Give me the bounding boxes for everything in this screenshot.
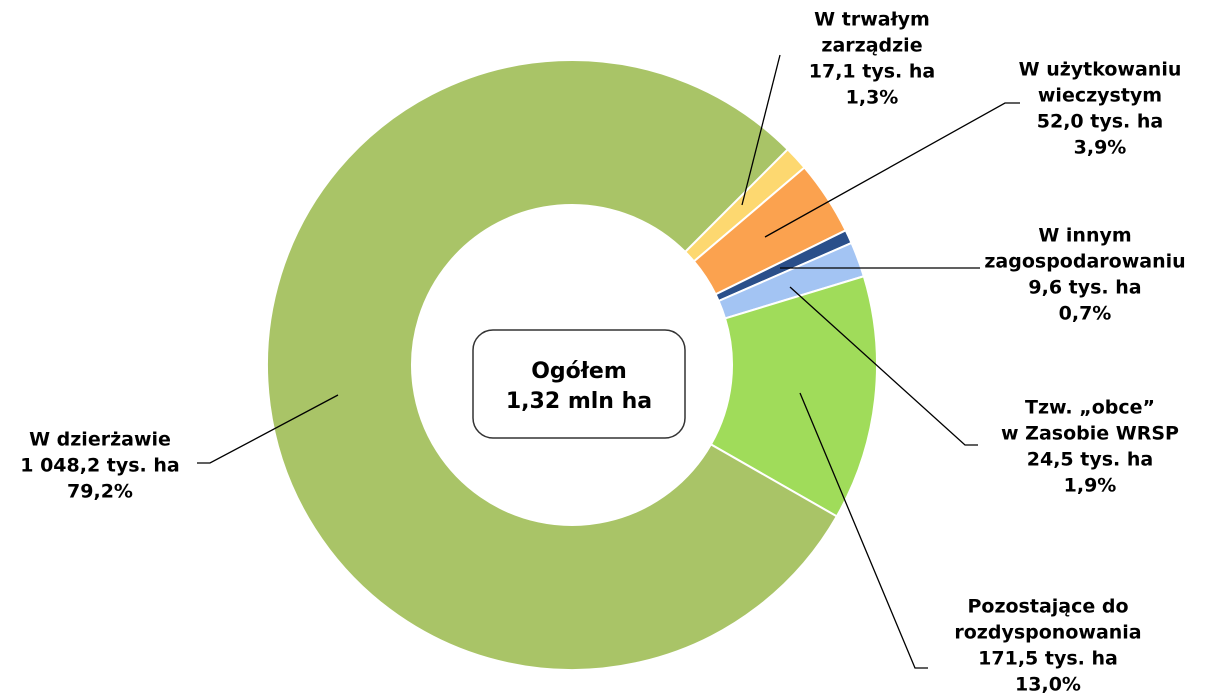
slice-label: rozdysponowania (954, 622, 1141, 644)
percent-label: 1,3% (846, 87, 899, 109)
slice-label: Pozostające do (967, 596, 1128, 618)
slice-label: W trwałym (814, 9, 930, 31)
percent-label: 13,0% (1015, 674, 1081, 693)
value-label: 24,5 tys. ha (1027, 449, 1153, 471)
leader-line (789, 286, 978, 446)
slice-label: Tzw. „obce” (1025, 397, 1155, 419)
percent-label: 1,9% (1064, 475, 1117, 497)
percent-label: 0,7% (1059, 303, 1112, 325)
leader-line (741, 54, 781, 206)
slice (709, 275, 878, 518)
center-label: 1,32 mln ha (506, 389, 652, 414)
value-label: 52,0 tys. ha (1037, 111, 1163, 133)
slice-label: wieczystym (1038, 85, 1162, 107)
center-label: Ogółem (531, 359, 627, 384)
leader-line (764, 102, 1020, 238)
donut (266, 59, 878, 671)
slice-label: zarządzie (821, 35, 922, 57)
value-label: 9,6 tys. ha (1028, 277, 1141, 299)
slice-label: W użytkowaniu (1019, 59, 1182, 81)
value-label: 171,5 tys. ha (978, 648, 1118, 670)
slice-label: W dzierżawie (29, 429, 171, 451)
value-label: 1 048,2 tys. ha (20, 455, 180, 477)
center-box (472, 329, 686, 439)
slice-label: zagospodarowaniu (984, 251, 1185, 273)
slice (266, 59, 839, 671)
slice-label: w Zasobie WRSP (1001, 423, 1179, 445)
leader-line (799, 392, 928, 669)
percent-label: 79,2% (67, 481, 133, 503)
value-label: 17,1 tys. ha (809, 61, 935, 83)
percent-label: 3,9% (1074, 137, 1127, 159)
leader-line (197, 394, 339, 464)
slice-label: W innym (1038, 225, 1131, 247)
